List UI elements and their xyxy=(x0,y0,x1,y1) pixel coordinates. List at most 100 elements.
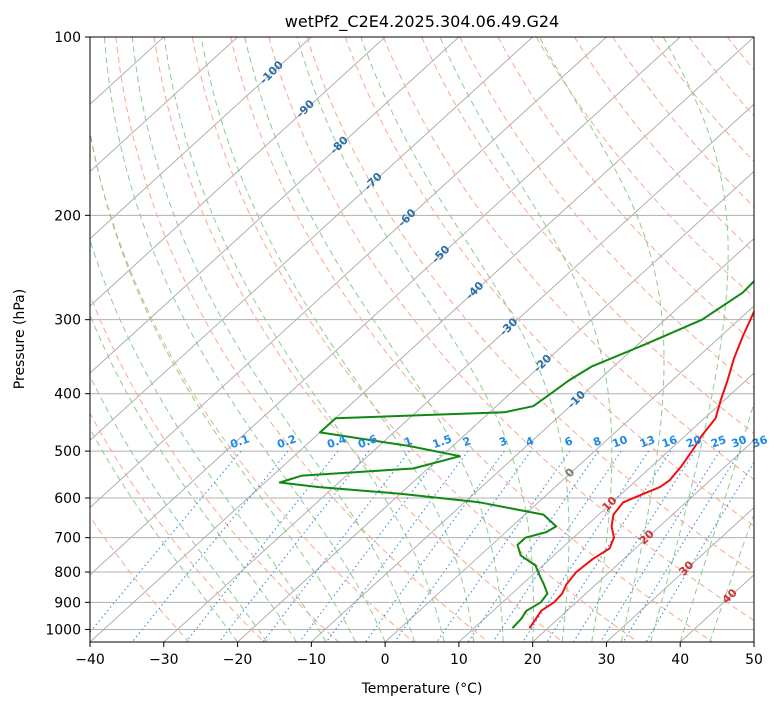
mixing-ratio-label: 0.2 xyxy=(275,432,298,451)
mixing-ratio-label: 0.1 xyxy=(228,432,251,451)
isotherm-line xyxy=(90,37,312,240)
isotherm-line xyxy=(90,37,238,173)
moist-adiabat-line xyxy=(296,37,534,642)
mixing-ratio-label: 1 xyxy=(402,434,414,449)
mixing-ratio-label: 6 xyxy=(563,434,575,449)
mixing-ratio-label: 13 xyxy=(638,433,657,450)
plot-frame xyxy=(89,36,755,643)
moist-adiabat-line xyxy=(103,37,386,642)
mixing-ratio-label: 0.6 xyxy=(356,432,379,451)
isotherm-line xyxy=(237,170,754,642)
mixing-ratio-line xyxy=(299,450,444,642)
mixing-ratio-label: 10 xyxy=(611,433,630,451)
temperature-line xyxy=(528,309,754,629)
isotherm-line xyxy=(90,37,607,509)
isotherm-line xyxy=(90,37,386,307)
y-axis-label: Pressure (hPa) xyxy=(12,289,28,389)
mixing-ratio-line xyxy=(492,450,622,642)
dry-adiabat-line xyxy=(306,37,754,574)
series-layer xyxy=(278,279,754,629)
isotherm-line xyxy=(384,305,754,642)
x-tick-label: −20 xyxy=(223,652,253,668)
mixing-ratio-label: 16 xyxy=(660,433,679,451)
mixing-ratio-line xyxy=(645,461,754,642)
mixing-ratio-line xyxy=(436,450,571,642)
moist-adiabat-line xyxy=(163,37,445,642)
x-axis: −40 −30 −20 −10 0 10 20 30 40 50 xyxy=(75,642,763,668)
mixing-ratio-label: 20 xyxy=(684,433,703,451)
dry-adiabat-line xyxy=(115,37,489,642)
dry-adiabat-line xyxy=(382,37,754,481)
x-axis-label: Temperature (°C) xyxy=(361,681,483,697)
mixing-ratio-line xyxy=(467,450,599,642)
moist-adiabat-line xyxy=(650,37,729,642)
chart-title: wetPf2_C2E4.2025.304.06.49.G24 xyxy=(285,12,559,32)
mixing-ratio-label: 25 xyxy=(709,433,728,450)
isotherm-line xyxy=(458,372,754,642)
dry-adiabat-line xyxy=(650,37,754,163)
dry-adiabat-line xyxy=(766,37,775,642)
moist-adiabat-line xyxy=(709,512,754,642)
isotherm-line xyxy=(532,439,754,642)
isotherm-line xyxy=(163,103,754,642)
y-tick-label: 500 xyxy=(54,444,81,460)
dry-adiabat-line xyxy=(726,37,754,71)
moist-adiabat-line xyxy=(90,374,268,642)
isotherm-line xyxy=(606,506,754,642)
isotherm-line xyxy=(90,37,754,642)
y-tick-label: 900 xyxy=(54,595,81,611)
dry-adiabat-line xyxy=(90,131,414,642)
y-axis: 100 200 300 400 500 600 700 800 900 1000 xyxy=(45,30,90,638)
dry-adiabat-line xyxy=(90,515,190,642)
moist-adiabat-line xyxy=(90,238,327,642)
grid-layer xyxy=(90,37,775,642)
mixing-ratio-line xyxy=(394,450,532,642)
mixing-ratio-line xyxy=(600,450,721,642)
mixing-ratio-line xyxy=(573,450,696,642)
mixing-ratio-label: 36 xyxy=(750,433,769,451)
dewpoint-line xyxy=(278,279,754,629)
moist-adiabat-line xyxy=(538,37,665,642)
moist-adiabat-line xyxy=(244,37,504,642)
moist-adiabat-line xyxy=(360,37,570,642)
dry-adiabat-line xyxy=(497,37,754,344)
dry-adiabat-line xyxy=(268,37,754,622)
mixing-ratio-line xyxy=(325,450,469,642)
y-tick-label: 700 xyxy=(54,531,81,547)
mixing-ratio-line xyxy=(262,450,410,642)
dry-adiabat-line xyxy=(688,37,754,117)
moist-adiabat-line xyxy=(131,37,416,642)
y-tick-label: 100 xyxy=(54,30,81,46)
mixing-ratio-line xyxy=(90,450,242,633)
dry-adiabat-line xyxy=(612,37,754,208)
x-tick-label: 20 xyxy=(524,652,542,668)
moist-adiabat-line xyxy=(90,427,238,642)
x-tick-label: −30 xyxy=(149,652,179,668)
y-tick-label: 600 xyxy=(54,491,81,507)
isotherm-label: -100 xyxy=(257,58,286,87)
isotherm-line xyxy=(90,37,534,442)
dry-adiabat-line xyxy=(421,37,754,434)
x-tick-label: 40 xyxy=(671,652,689,668)
mixing-ratio-line xyxy=(365,450,505,642)
mixing-ratio-label: 2 xyxy=(461,434,473,449)
isotherm-line xyxy=(90,37,681,576)
moist-adiabat-line xyxy=(679,401,754,642)
mixing-ratio-label: 4 xyxy=(524,434,536,449)
mixing-ratio-line xyxy=(546,450,672,642)
mixing-ratio-line xyxy=(185,450,339,642)
x-tick-label: −40 xyxy=(75,652,105,668)
dry-adiabat-line xyxy=(191,37,639,642)
dry-adiabat-line xyxy=(90,293,339,642)
dry-adiabat-line xyxy=(90,412,265,642)
dry-adiabat-line xyxy=(153,37,564,642)
x-tick-label: 50 xyxy=(745,652,763,668)
mixing-ratio-line xyxy=(131,450,289,642)
mixing-ratio-label: 8 xyxy=(591,434,603,449)
moist-adiabat-line xyxy=(90,313,298,642)
isotherm-line xyxy=(753,641,754,642)
x-tick-label: 0 xyxy=(381,652,390,668)
x-tick-label: −10 xyxy=(297,652,327,668)
y-tick-label: 800 xyxy=(54,565,81,581)
mixing-ratio-label: 30 xyxy=(730,433,749,451)
